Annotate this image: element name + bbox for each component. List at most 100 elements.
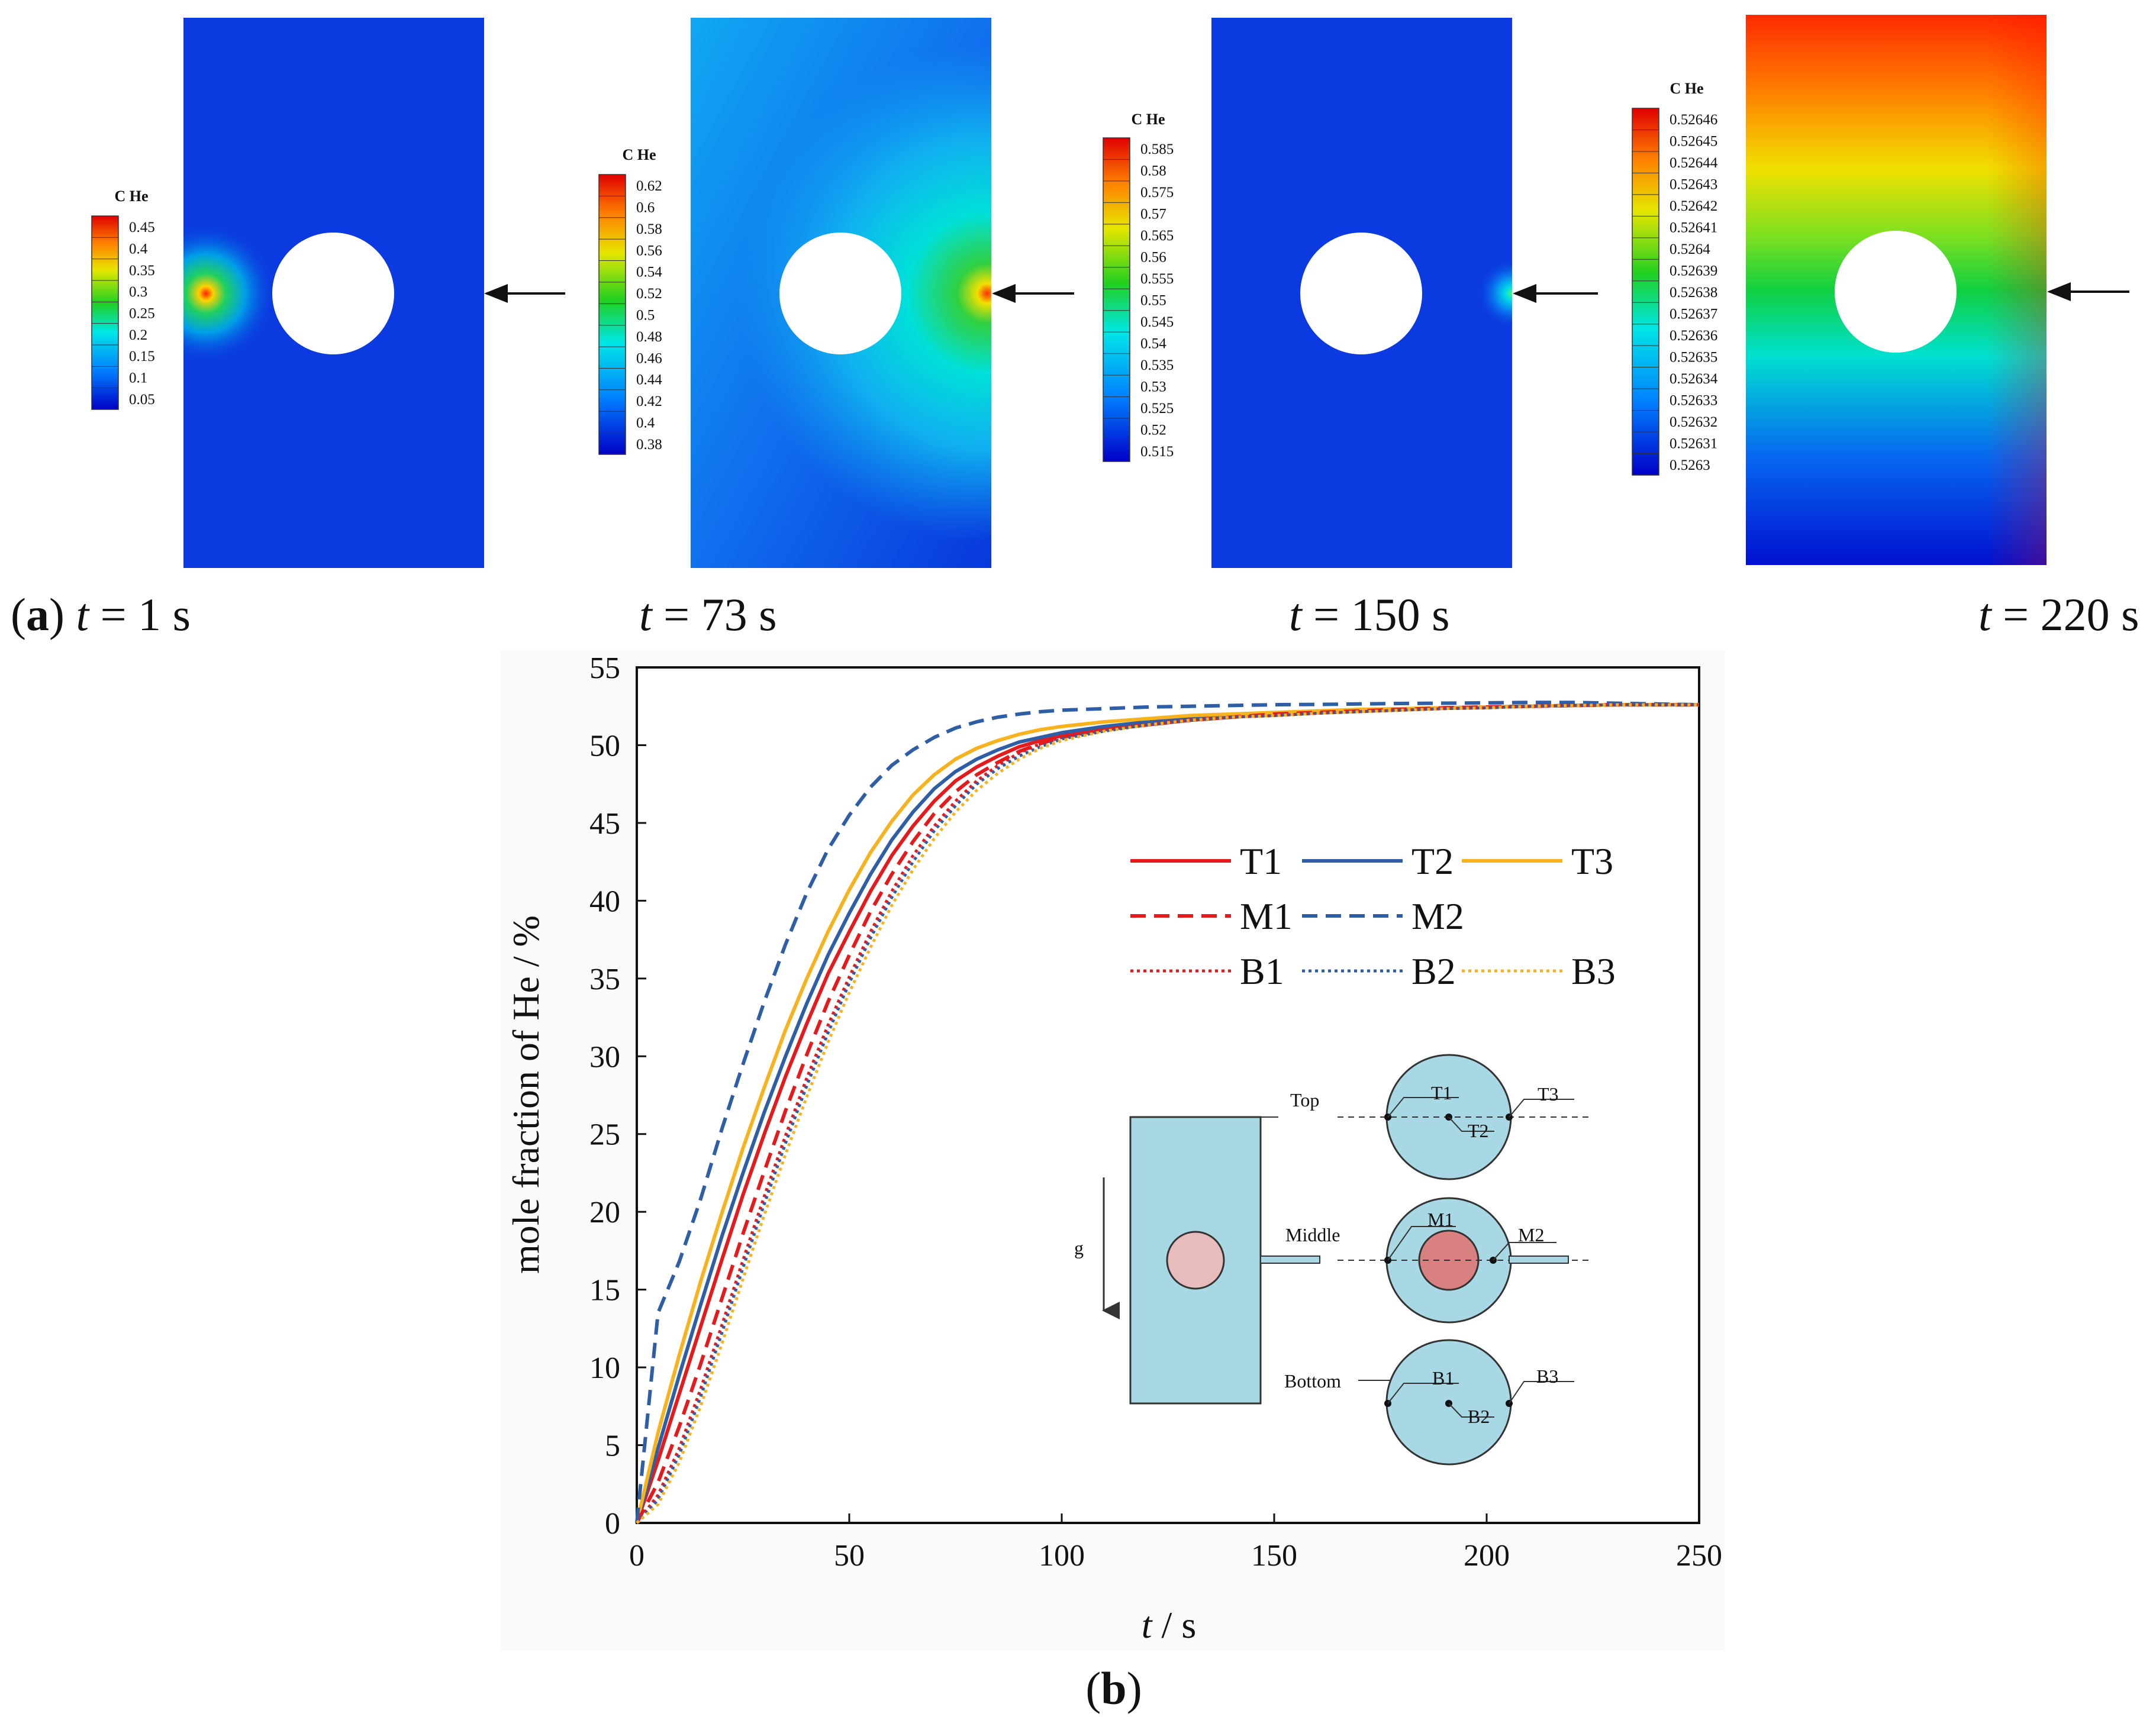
- legend-label: T1: [1240, 840, 1282, 882]
- colorbar-title: C He: [622, 146, 656, 163]
- colorbar-tick-label: 0.2: [129, 327, 147, 343]
- colorbar-ramp: [1103, 137, 1130, 462]
- M2-label: M2: [1518, 1224, 1544, 1245]
- colorbar-tick-label: 0.55: [1140, 293, 1166, 309]
- colorbar-ramp: [91, 215, 119, 410]
- middle-connector: [1260, 1256, 1320, 1264]
- colorbar-tick-label: 0.46: [636, 350, 662, 366]
- colorbar-tick-label: 0.52637: [1670, 306, 1717, 322]
- colorbar-2: 0.62 0.6 0.58 0.56 0.54 0.52 0.5 0.48 0.46 0.44 0.…: [598, 146, 662, 455]
- colorbar-tick-label: 0.6: [636, 200, 655, 216]
- legend-item-T3: T3: [1462, 840, 1613, 882]
- x-axis-label: t / s: [1142, 1604, 1196, 1646]
- contour-plot-t73: [691, 18, 1074, 568]
- gravity-label: g: [1074, 1237, 1084, 1258]
- series-B3: [636, 703, 1699, 1524]
- legend-label: M1: [1240, 895, 1293, 937]
- series-lines: [635, 701, 1700, 1524]
- colorbar-tick-label: 0.575: [1140, 185, 1174, 201]
- legend-item-B2: B2: [1302, 950, 1456, 992]
- x-tick-label: 50: [834, 1539, 865, 1573]
- colorbar-tick-label: 0.15: [129, 348, 155, 364]
- colorbar-tick-label: 0.44: [636, 372, 662, 388]
- colorbar-tick-label: 0.54: [1140, 335, 1166, 351]
- colorbar-tick-label: 0.515: [1140, 444, 1174, 460]
- panel-b: 0 50 100 150 200 250 0 5 10 15 20 25 30 35 40 45 50 55 t …: [500, 651, 1725, 1714]
- legend-item-T1: T1: [1130, 840, 1282, 882]
- colorbar-tick-label: 0.52639: [1670, 263, 1717, 279]
- y-tick-label: 35: [589, 963, 620, 996]
- colorbar-tick-label: 0.52635: [1670, 349, 1717, 365]
- colorbar-tick-label: 0.52631: [1670, 435, 1717, 451]
- colorbar-tick-label: 0.52645: [1670, 134, 1717, 150]
- y-tick-label: 25: [589, 1118, 620, 1152]
- colorbar-tick-label: 0.52: [636, 286, 662, 302]
- y-tick-label: 20: [589, 1196, 620, 1229]
- colorbar-tick-label: 0.535: [1140, 357, 1174, 373]
- colorbar-tick-label: 0.58: [636, 221, 662, 237]
- top-label: Top: [1290, 1089, 1319, 1111]
- middle-section: M1 M2: [1338, 1197, 1592, 1324]
- colorbar-tick-label: 0.52638: [1670, 285, 1717, 301]
- colorbar-title: C He: [114, 188, 148, 205]
- panel-a-caption: (a) t = 1 s: [11, 589, 191, 640]
- colorbar-tick-label: 0.42: [636, 393, 662, 409]
- colorbar-tick-label: 0.52644: [1670, 155, 1718, 171]
- B2-label: B2: [1468, 1406, 1490, 1427]
- y-tick-label: 15: [589, 1274, 620, 1308]
- legend-item-M2: M2: [1302, 895, 1464, 937]
- legend-label: M2: [1411, 895, 1464, 937]
- y-tick-label: 45: [589, 807, 620, 841]
- colorbar-ramp: [598, 174, 626, 455]
- B1-leader: [1387, 1383, 1459, 1404]
- colorbar-tick-label: 0.62: [636, 178, 662, 194]
- B2-leader: [1448, 1403, 1494, 1418]
- colorbar-tick-label: 0.58: [1140, 163, 1166, 179]
- colorbar-tick-label: 0.52633: [1670, 392, 1717, 408]
- T3-leader: [1509, 1099, 1574, 1118]
- T2-leader: [1448, 1116, 1494, 1132]
- T1-label: T1: [1431, 1082, 1452, 1103]
- contour-plot-t220: [1746, 15, 2129, 565]
- colorbar-4: 0.52646 0.52645 0.52644 0.52643 0.52642 0.526…: [1632, 80, 1718, 476]
- cylinder-hole: [1835, 231, 1957, 353]
- top-section: T1 T2 T3: [1338, 1054, 1592, 1180]
- colorbar-tick-label: 0.52636: [1670, 328, 1717, 344]
- colorbar-tick-label: 0.52632: [1670, 414, 1717, 430]
- T3-label: T3: [1538, 1083, 1559, 1105]
- series-B2: [636, 703, 1699, 1524]
- legend-label: B2: [1411, 950, 1456, 992]
- colorbar-tick-label: 0.4: [636, 415, 655, 431]
- colorbar-tick-label: 0.54: [636, 264, 662, 280]
- y-tick-label: 0: [605, 1507, 620, 1541]
- x-tick-label: 250: [1676, 1539, 1722, 1573]
- colorbar-tick-label: 0.35: [129, 263, 155, 279]
- contour-plot-t150: [1211, 18, 1598, 568]
- bottom-label: Bottom: [1284, 1370, 1341, 1392]
- colorbar-tick-label: 0.555: [1140, 271, 1174, 287]
- axes: 0 50 100 150 200 250 0 5 10 15 20 25 30 35 40 45 50 55: [589, 651, 1722, 1573]
- y-tick-label: 40: [589, 885, 620, 918]
- x-tick-label: 100: [1039, 1539, 1085, 1573]
- colorbar-tick-label: 0.57: [1140, 206, 1166, 222]
- colorbar-tick-label: 0.1: [129, 370, 147, 386]
- colorbar-tick-label: 0.53: [1140, 379, 1166, 395]
- legend: T1 T2 T3 M1 M2 B1 B2 B3: [1130, 840, 1616, 992]
- legend-label: T3: [1571, 840, 1613, 882]
- contour-plot-t1: [183, 18, 565, 568]
- colorbar-tick-label: 0.52: [1140, 422, 1166, 438]
- legend-item-M1: M1: [1130, 895, 1293, 937]
- legend-label: B1: [1240, 950, 1284, 992]
- y-tick-label: 5: [605, 1429, 620, 1463]
- legend-label: T2: [1411, 840, 1454, 882]
- colorbar-tick-label: 0.52646: [1670, 112, 1717, 128]
- colorbar-title: C He: [1670, 80, 1703, 97]
- time-label-t220: t = 220 s: [1978, 589, 2139, 640]
- colorbar-3: 0.585 0.58 0.575 0.57 0.565 0.56 0.555 0.55 0.54…: [1103, 111, 1174, 462]
- T1-leader: [1387, 1097, 1459, 1118]
- cylinder-hole: [779, 233, 901, 354]
- colorbar-tick-label: 0.545: [1140, 314, 1174, 330]
- middle-label: Middle: [1285, 1224, 1340, 1245]
- y-axis-label: mole fraction of He / %: [505, 915, 547, 1274]
